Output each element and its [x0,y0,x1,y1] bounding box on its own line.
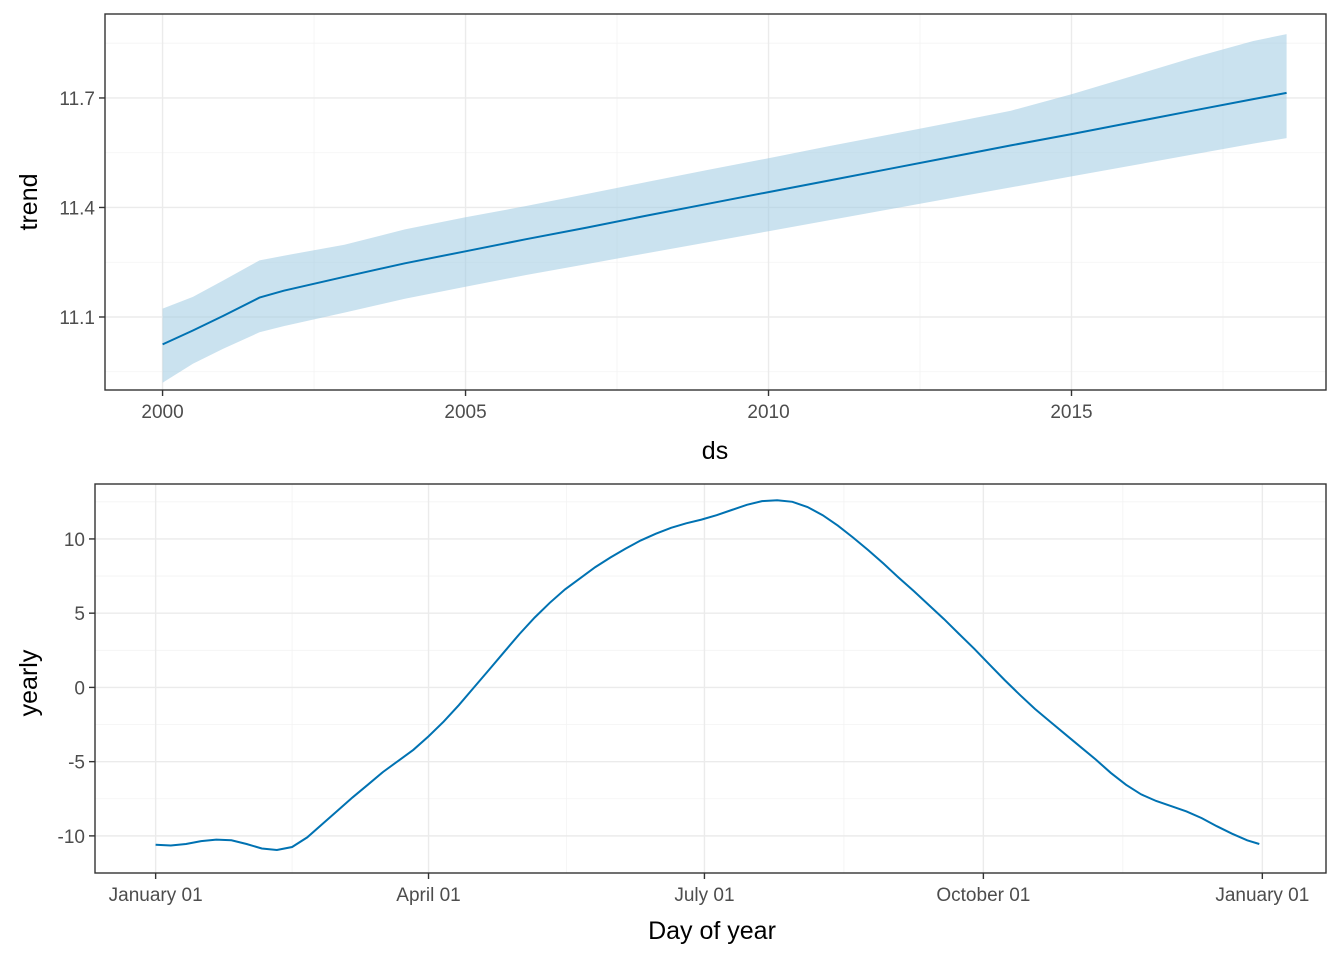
y-tick-label: 5 [74,604,85,625]
y-tick-label: -5 [68,753,85,774]
trend-panel: 2000 2005 2010 2015 11.1 11.4 11.7 ds trend [15,13,1327,465]
trend-x-axis-title: ds [702,437,728,465]
trend-line [162,91,1287,346]
trend-x-ticks: 2000 2005 2010 2015 [141,390,1093,423]
y-tick-label: 11.1 [59,308,95,329]
y-tick-label: 11.4 [59,198,95,219]
x-tick-label: 2005 [444,402,486,423]
x-tick-label: October 01 [936,885,1030,906]
x-tick-label: January 01 [109,885,203,906]
x-tick-label: 2015 [1050,402,1092,423]
yearly-line [155,499,1260,852]
trend-panel-border [104,13,1327,391]
y-tick-label: 10 [64,530,85,551]
x-tick-label: 2010 [747,402,789,423]
yearly-x-axis-title: Day of year [648,917,776,945]
x-tick-label: July 01 [674,885,734,906]
yearly-x-ticks: January 01 April 01 July 01 October 01 Janua… [109,873,1309,906]
x-tick-label: 2000 [141,402,183,423]
y-tick-label: 0 [74,678,85,699]
y-tick-label: 11.7 [59,89,95,110]
yearly-panel-border [94,483,1327,874]
trend-y-ticks: 11.1 11.4 11.7 [59,89,105,329]
x-tick-label: January 01 [1215,885,1309,906]
yearly-panel: January 01 April 01 July 01 October 01 Janua… [15,483,1327,945]
trend-uncertainty-band [162,34,1287,383]
yearly-y-axis-title: yearly [15,649,43,716]
x-tick-label: April 01 [396,885,460,906]
trend-y-axis-title: trend [15,174,43,231]
yearly-y-ticks: -10 -5 0 5 10 [58,530,95,848]
yearly-gridlines [95,484,1326,873]
y-tick-label: -10 [58,827,85,848]
yearly-panel-background [95,484,1326,873]
